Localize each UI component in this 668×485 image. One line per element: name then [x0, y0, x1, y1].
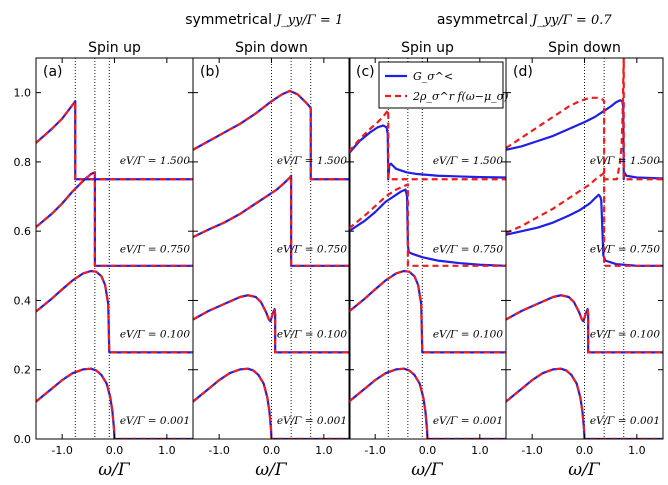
panel-c-series-rho-f-ev-0p001 — [349, 367, 506, 439]
panel-c-title: Spin up — [401, 40, 454, 56]
panel-b-xtick-label-2: 1.0 — [315, 444, 333, 457]
panel-d-xtick-label-2: 1.0 — [628, 444, 646, 457]
panel-d-annotation-1: eV/Γ = 0.750 — [590, 244, 660, 256]
panel-b: Spin down eV/Γ = 1.500 eV/Γ = 0.750 eV/Γ = … — [192, 40, 351, 457]
panel-c-series-rho-f-ev-0p1 — [349, 269, 506, 354]
panel-c-annotation-1: eV/Γ = 0.750 — [433, 244, 503, 256]
xlabel-b: ω/Γ — [255, 460, 288, 480]
panel-b-annotation-1: eV/Γ = 0.750 — [277, 244, 347, 256]
panel-c-legend-label-1: 2ρ_σ^r f(ω−μ_σ) — [412, 90, 508, 103]
panel-b-series-rho-f-ev-0p75 — [193, 174, 350, 267]
panel-b-series-rho-f-ev-1p5 — [193, 89, 350, 181]
panel-a-series-rho-f-ev-0p1 — [36, 269, 193, 354]
panel-d-xtick-label-1: 0.0 — [576, 444, 594, 457]
panel-a-series-group — [36, 100, 193, 439]
panel-a-ytick-label-0: 0.0 — [14, 433, 32, 446]
panel-b-annotation-2: eV/Γ = 0.100 — [277, 328, 347, 340]
panel-c-series-rho-f-ev-0p75 — [349, 183, 506, 267]
panel-c-annotation-3: eV/Γ = 0.001 — [433, 415, 503, 427]
panel-d-series-rho-f-ev-0p1 — [506, 294, 663, 354]
panel-c-series-g-lesser-ev-1p5 — [349, 124, 506, 181]
xlabel-a: ω/Γ — [98, 460, 131, 480]
panel-d-xtick-label-0: -1.0 — [521, 444, 542, 457]
panel-a-series-rho-f-ev-1p5 — [36, 100, 193, 181]
panels: Spin up eV/Γ = 1.500 eV/Γ = 0.750 eV/Γ = 0.… — [14, 40, 664, 457]
panel-a-series-g-lesser-ev-1p5 — [36, 100, 193, 181]
panel-d-series-rho-f-ev-1p5 — [506, 58, 663, 181]
xlabel-d: ω/Γ — [568, 460, 601, 480]
panel-a-title: Spin up — [88, 40, 141, 56]
panel-c-legend-label-0: G_σ^< — [413, 70, 453, 83]
panel-a-series-rho-f-ev-0p75 — [36, 171, 193, 267]
panel-d-series-rho-f-ev-0p75 — [506, 171, 663, 267]
group-title-symmetric: symmetrical — [185, 12, 272, 28]
panel-b-annotation-3: eV/Γ = 0.001 — [277, 415, 347, 427]
panel-b-series-rho-f-ev-0p1 — [193, 294, 350, 354]
group-title-asymmetric-math: J_yy/Γ = 0.7 — [529, 13, 612, 28]
panel-c-xtick-label-1: 0.0 — [419, 444, 437, 457]
panel-b-xtick-label-1: 0.0 — [263, 444, 281, 457]
panel-a-xtick-label-0: -1.0 — [51, 444, 72, 457]
panel-d-annotation-0: eV/Γ = 1.500 — [590, 155, 660, 167]
panel-b-annotation-0: eV/Γ = 1.500 — [277, 155, 347, 167]
panel-b-label: (b) — [200, 64, 220, 80]
panel-c-series-group — [349, 108, 506, 439]
group-title-symmetric-math: J_yy/Γ = 1 — [273, 13, 343, 28]
panel-a-annotation-0: eV/Γ = 1.500 — [120, 155, 190, 167]
panel-c: Spin up eV/Γ = 1.500 eV/Γ = 0.750 eV/Γ = 0.… — [348, 40, 508, 457]
panel-b-series-group — [193, 89, 350, 439]
panel-b-xtick-label-0: -1.0 — [208, 444, 229, 457]
panel-c-legend-box — [378, 61, 504, 109]
panel-c-xtick-label-2: 1.0 — [471, 444, 489, 457]
panel-a-annotation-2: eV/Γ = 0.100 — [120, 328, 190, 340]
panel-c-label: (c) — [356, 64, 375, 80]
panel-a-ytick-label-1: 0.2 — [14, 364, 32, 377]
panel-a-label: (a) — [43, 64, 63, 80]
panel-a: Spin up eV/Γ = 1.500 eV/Γ = 0.750 eV/Γ = 0.… — [14, 40, 194, 457]
panel-b-series-rho-f-ev-0p001 — [193, 367, 350, 439]
xlabel-c: ω/Γ — [411, 460, 444, 480]
panel-d-title: Spin down — [548, 40, 621, 56]
panel-c-xtick-label-0: -1.0 — [364, 444, 385, 457]
panel-a-ytick-label-4: 0.8 — [14, 156, 32, 169]
panel-b-title: Spin down — [235, 40, 308, 56]
panel-a-ytick-label-2: 0.4 — [14, 294, 32, 307]
panel-d-annotation-2: eV/Γ = 0.100 — [590, 328, 660, 340]
panel-c-series-rho-f-ev-1p5 — [349, 108, 506, 181]
panel-d: Spin down eV/Γ = 1.500 eV/Γ = 0.750 eV/Γ = … — [505, 40, 664, 457]
panel-a-xtick-label-1: 0.0 — [106, 444, 124, 457]
panel-a-xtick-label-2: 1.0 — [158, 444, 176, 457]
group-title-asymmetric: asymmetrcal — [437, 12, 528, 28]
panel-a-annotation-3: eV/Γ = 0.001 — [120, 415, 190, 427]
panel-a-series-rho-f-ev-0p001 — [36, 367, 193, 439]
panel-c-annotation-2: eV/Γ = 0.100 — [433, 328, 503, 340]
panel-a-annotation-1: eV/Γ = 0.750 — [120, 244, 190, 256]
panel-d-annotation-3: eV/Γ = 0.001 — [590, 415, 660, 427]
panel-d-series-rho-f-ev-0p001 — [506, 367, 663, 439]
panel-d-series-group — [506, 58, 663, 439]
panel-a-ytick-label-3: 0.6 — [14, 225, 32, 238]
panel-c-annotation-0: eV/Γ = 1.500 — [433, 155, 503, 167]
panel-d-label: (d) — [513, 64, 533, 80]
panel-d-series-g-lesser-ev-0p75 — [506, 193, 663, 267]
panel-a-ytick-label-5: 1.0 — [14, 87, 32, 100]
